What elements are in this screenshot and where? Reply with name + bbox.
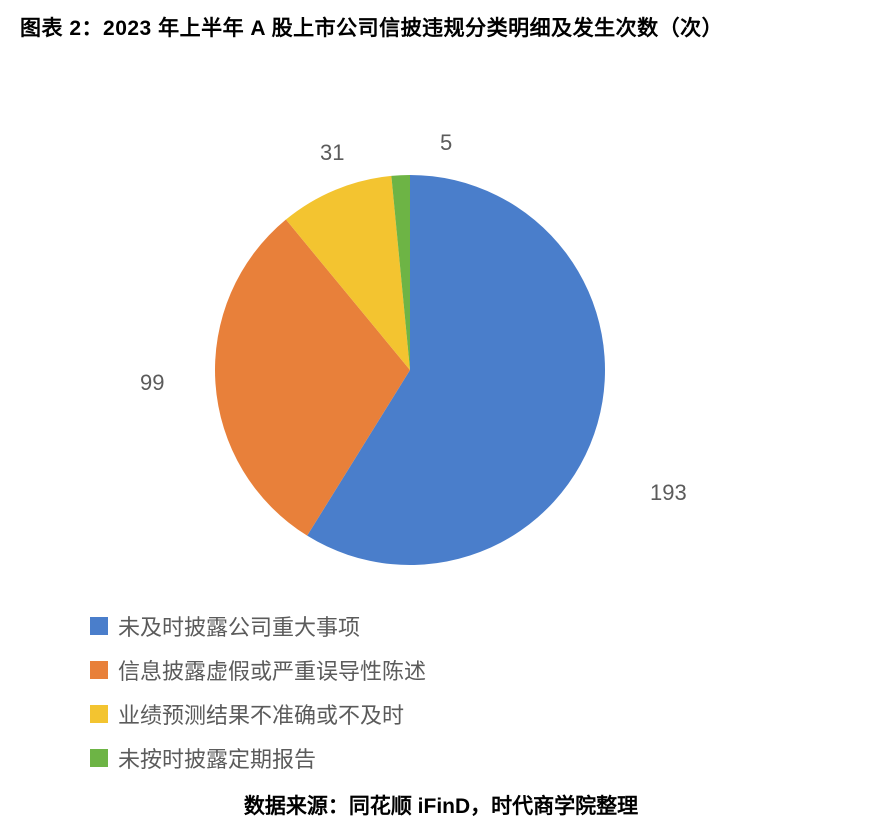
slice-value-label: 99 xyxy=(140,370,164,396)
legend-item: 未及时披露公司重大事项 xyxy=(90,610,426,642)
legend-item: 信息披露虚假或严重误导性陈述 xyxy=(90,654,426,686)
pie-chart: 193 99 31 5 xyxy=(0,100,882,600)
legend-label: 未及时披露公司重大事项 xyxy=(118,610,360,642)
legend-swatch xyxy=(90,617,108,635)
data-source: 数据来源：同花顺 iFinD，时代商学院整理 xyxy=(0,790,882,820)
slice-value-label: 193 xyxy=(650,480,687,506)
legend-swatch xyxy=(90,749,108,767)
slice-value-label: 31 xyxy=(320,140,344,166)
legend-label: 信息披露虚假或严重误导性陈述 xyxy=(118,654,426,686)
legend: 未及时披露公司重大事项信息披露虚假或严重误导性陈述业绩预测结果不准确或不及时未按… xyxy=(90,610,426,786)
legend-label: 未按时披露定期报告 xyxy=(118,742,316,774)
legend-label: 业绩预测结果不准确或不及时 xyxy=(118,698,404,730)
legend-swatch xyxy=(90,661,108,679)
chart-title: 图表 2：2023 年上半年 A 股上市公司信披违规分类明细及发生次数（次） xyxy=(20,12,723,42)
pie-svg xyxy=(0,100,882,600)
slice-value-label: 5 xyxy=(440,130,452,156)
legend-item: 未按时披露定期报告 xyxy=(90,742,426,774)
legend-swatch xyxy=(90,705,108,723)
legend-item: 业绩预测结果不准确或不及时 xyxy=(90,698,426,730)
